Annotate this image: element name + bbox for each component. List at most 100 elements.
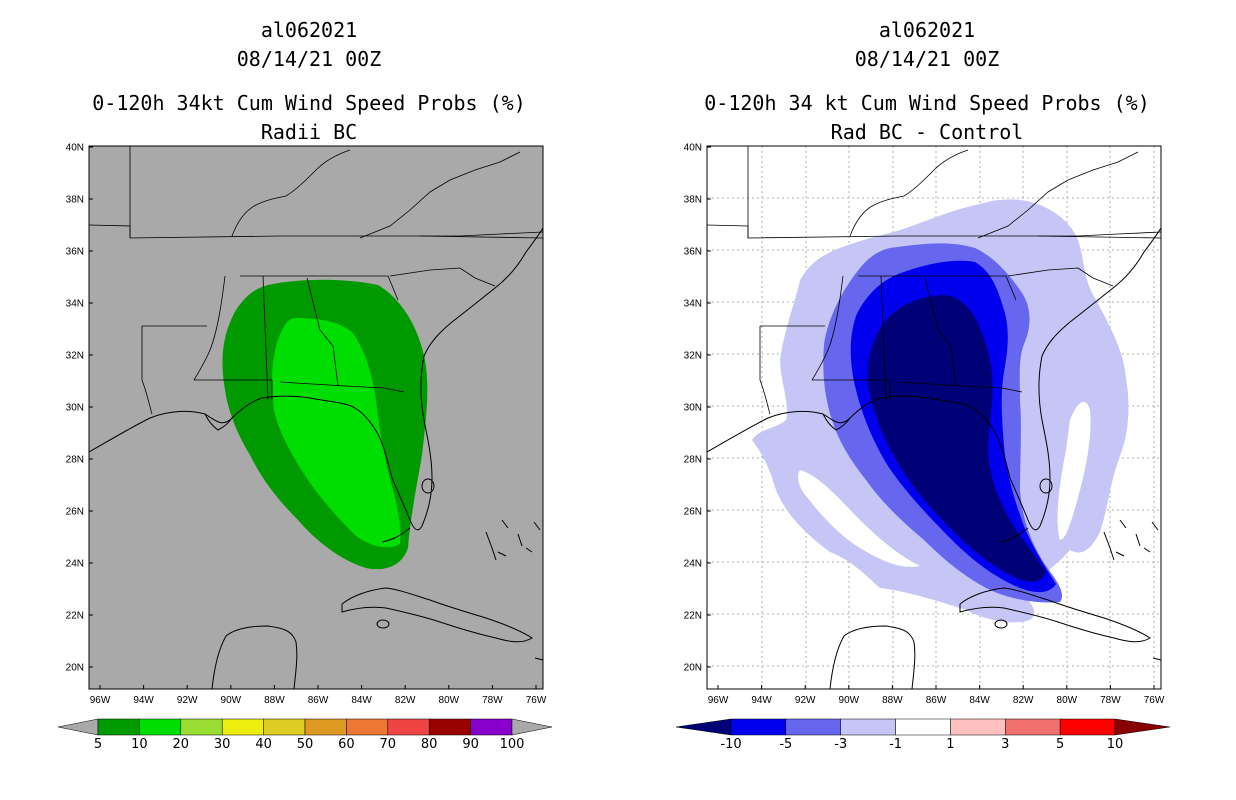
- left-lat-label: 32N: [66, 351, 84, 362]
- left-lon-label: 84W: [351, 695, 372, 706]
- left-lat-label: 30N: [66, 403, 84, 414]
- left-prob-10-20: [272, 318, 401, 548]
- left-prob-5-10: [222, 279, 428, 570]
- left-lat-label: 24N: [66, 559, 84, 570]
- left-colorbar-label: 20: [172, 737, 190, 752]
- left-colorbar-label: 5: [93, 737, 103, 752]
- right-colorbar-swatch: [785, 718, 841, 736]
- left-colorbar-label: 40: [255, 737, 272, 752]
- right-diff-10-5: [850, 260, 1056, 593]
- right-lat-label: 34N: [684, 299, 702, 310]
- right-colorbar-swatch: [840, 718, 896, 736]
- left-title: 0-120h 34kt Cum Wind Speed Probs (%): [92, 91, 526, 115]
- right-colorbar-swatch: [1059, 718, 1116, 736]
- left-colorbar-swatch: [221, 718, 264, 736]
- left-colorbar-swatch: [180, 718, 223, 736]
- left-colorbar-label: 90: [462, 737, 479, 752]
- left-colorbar-swatch: [428, 718, 471, 736]
- left-lon-label: 92W: [177, 695, 198, 706]
- left-lon-label: 76W: [526, 695, 547, 706]
- left-colorbar-end-low: [57, 718, 99, 736]
- right-colorbar-swatch: [1005, 718, 1061, 736]
- right-colorbar-label: -5: [779, 737, 793, 752]
- right-colorbar-swatch: [895, 718, 951, 736]
- left-lat-label: 36N: [66, 247, 84, 258]
- right-lat-label: 38N: [684, 195, 702, 206]
- right-lon-label: 82W: [1013, 695, 1034, 706]
- left-lat-labels: 40N 38N 36N 34N 32N 30N 28N 26N 24N 22N 20N: [66, 143, 93, 674]
- right-colorbar-end-high: [1114, 718, 1171, 736]
- left-colorbar-label: 30: [213, 737, 231, 752]
- right-lon-labels: 96W 94W 92W 90W 88W 86W 84W 82W 80W 78W 76W: [708, 685, 1165, 706]
- left-lat-label: 22N: [66, 611, 84, 622]
- left-colorbar-label: 80: [420, 737, 438, 752]
- left-lon-label: 90W: [221, 695, 242, 706]
- right-diff-3-1: [752, 199, 1129, 623]
- right-colorbar-swatch: [730, 718, 787, 736]
- left-colorbar-swatch: [97, 718, 140, 736]
- left-lon-label: 86W: [308, 695, 329, 706]
- left-colorbar-end-high: [511, 718, 553, 736]
- right-title: 0-120h 34 kt Cum Wind Speed Probs (%): [704, 91, 1150, 115]
- right-colorbar-end-low: [675, 718, 732, 736]
- right-lat-label: 22N: [684, 611, 702, 622]
- right-date: 08/14/21 00Z: [854, 47, 1000, 71]
- left-colorbar-label: 100: [499, 737, 525, 752]
- right-lon-label: 92W: [795, 695, 816, 706]
- left-lon-label: 78W: [482, 695, 503, 706]
- right-lon-label: 88W: [882, 695, 903, 706]
- left-subtitle: Radii BC: [260, 120, 358, 144]
- left-lat-label: 38N: [66, 195, 84, 206]
- right-lat-label: 32N: [684, 351, 702, 362]
- right-colorbar-label: 1: [946, 737, 955, 752]
- right-lat-label: 30N: [684, 403, 702, 414]
- right-lon-label: 76W: [1144, 695, 1165, 706]
- left-lon-label: 80W: [439, 695, 460, 706]
- left-colorbar-swatch: [346, 718, 389, 736]
- left-colorbar-swatch: [263, 718, 306, 736]
- left-colorbar-swatch: [387, 718, 430, 736]
- right-lat-label: 20N: [684, 663, 702, 674]
- right-lat-label: 36N: [684, 247, 702, 258]
- left-colorbar-label: 60: [338, 737, 355, 752]
- left-lat-label: 34N: [66, 299, 84, 310]
- left-lon-label: 94W: [133, 695, 154, 706]
- left-colorbar-label: 70: [379, 737, 397, 752]
- right-colorbar-label: 10: [1106, 737, 1124, 752]
- right-lat-label: 26N: [684, 507, 702, 518]
- left-colorbar-label: 50: [296, 737, 314, 752]
- right-colorbar-label: -10: [720, 737, 742, 752]
- left-colorbar-swatch: [470, 718, 513, 736]
- right-colorbar-label: 5: [1056, 737, 1065, 752]
- left-lat-label: 20N: [66, 663, 84, 674]
- right-lon-label: 94W: [751, 695, 772, 706]
- left-colorbar-label: 10: [131, 737, 148, 752]
- right-lat-label: 28N: [684, 455, 702, 466]
- right-colorbar-label: 3: [1001, 737, 1010, 752]
- left-colorbar-swatch: [304, 718, 347, 736]
- right-lon-label: 96W: [708, 695, 729, 706]
- left-lat-label: 26N: [66, 507, 84, 518]
- right-colorbar-label: -3: [834, 737, 848, 752]
- left-storm-id: al062021: [260, 18, 358, 42]
- right-diff-lt-10: [867, 294, 1046, 582]
- left-lon-label: 82W: [395, 695, 416, 706]
- right-subtitle: Rad BC - Control: [830, 120, 1024, 144]
- left-lon-labels: 96W 94W 92W 90W 88W 86W 84W 82W 80W 78W 76W: [90, 685, 547, 706]
- left-lon-label: 88W: [264, 695, 285, 706]
- right-colorbar-label: -1: [889, 737, 903, 752]
- left-colorbar-swatch: [139, 718, 182, 736]
- right-lon-label: 80W: [1057, 695, 1078, 706]
- right-storm-id: al062021: [878, 18, 976, 42]
- left-lat-label: 40N: [66, 143, 84, 154]
- right-lon-label: 86W: [926, 695, 947, 706]
- right-lat-label: 24N: [684, 559, 702, 570]
- right-lon-label: 90W: [839, 695, 860, 706]
- right-lon-label: 84W: [969, 695, 990, 706]
- left-date: 08/14/21 00Z: [236, 47, 382, 71]
- left-lat-label: 28N: [66, 455, 84, 466]
